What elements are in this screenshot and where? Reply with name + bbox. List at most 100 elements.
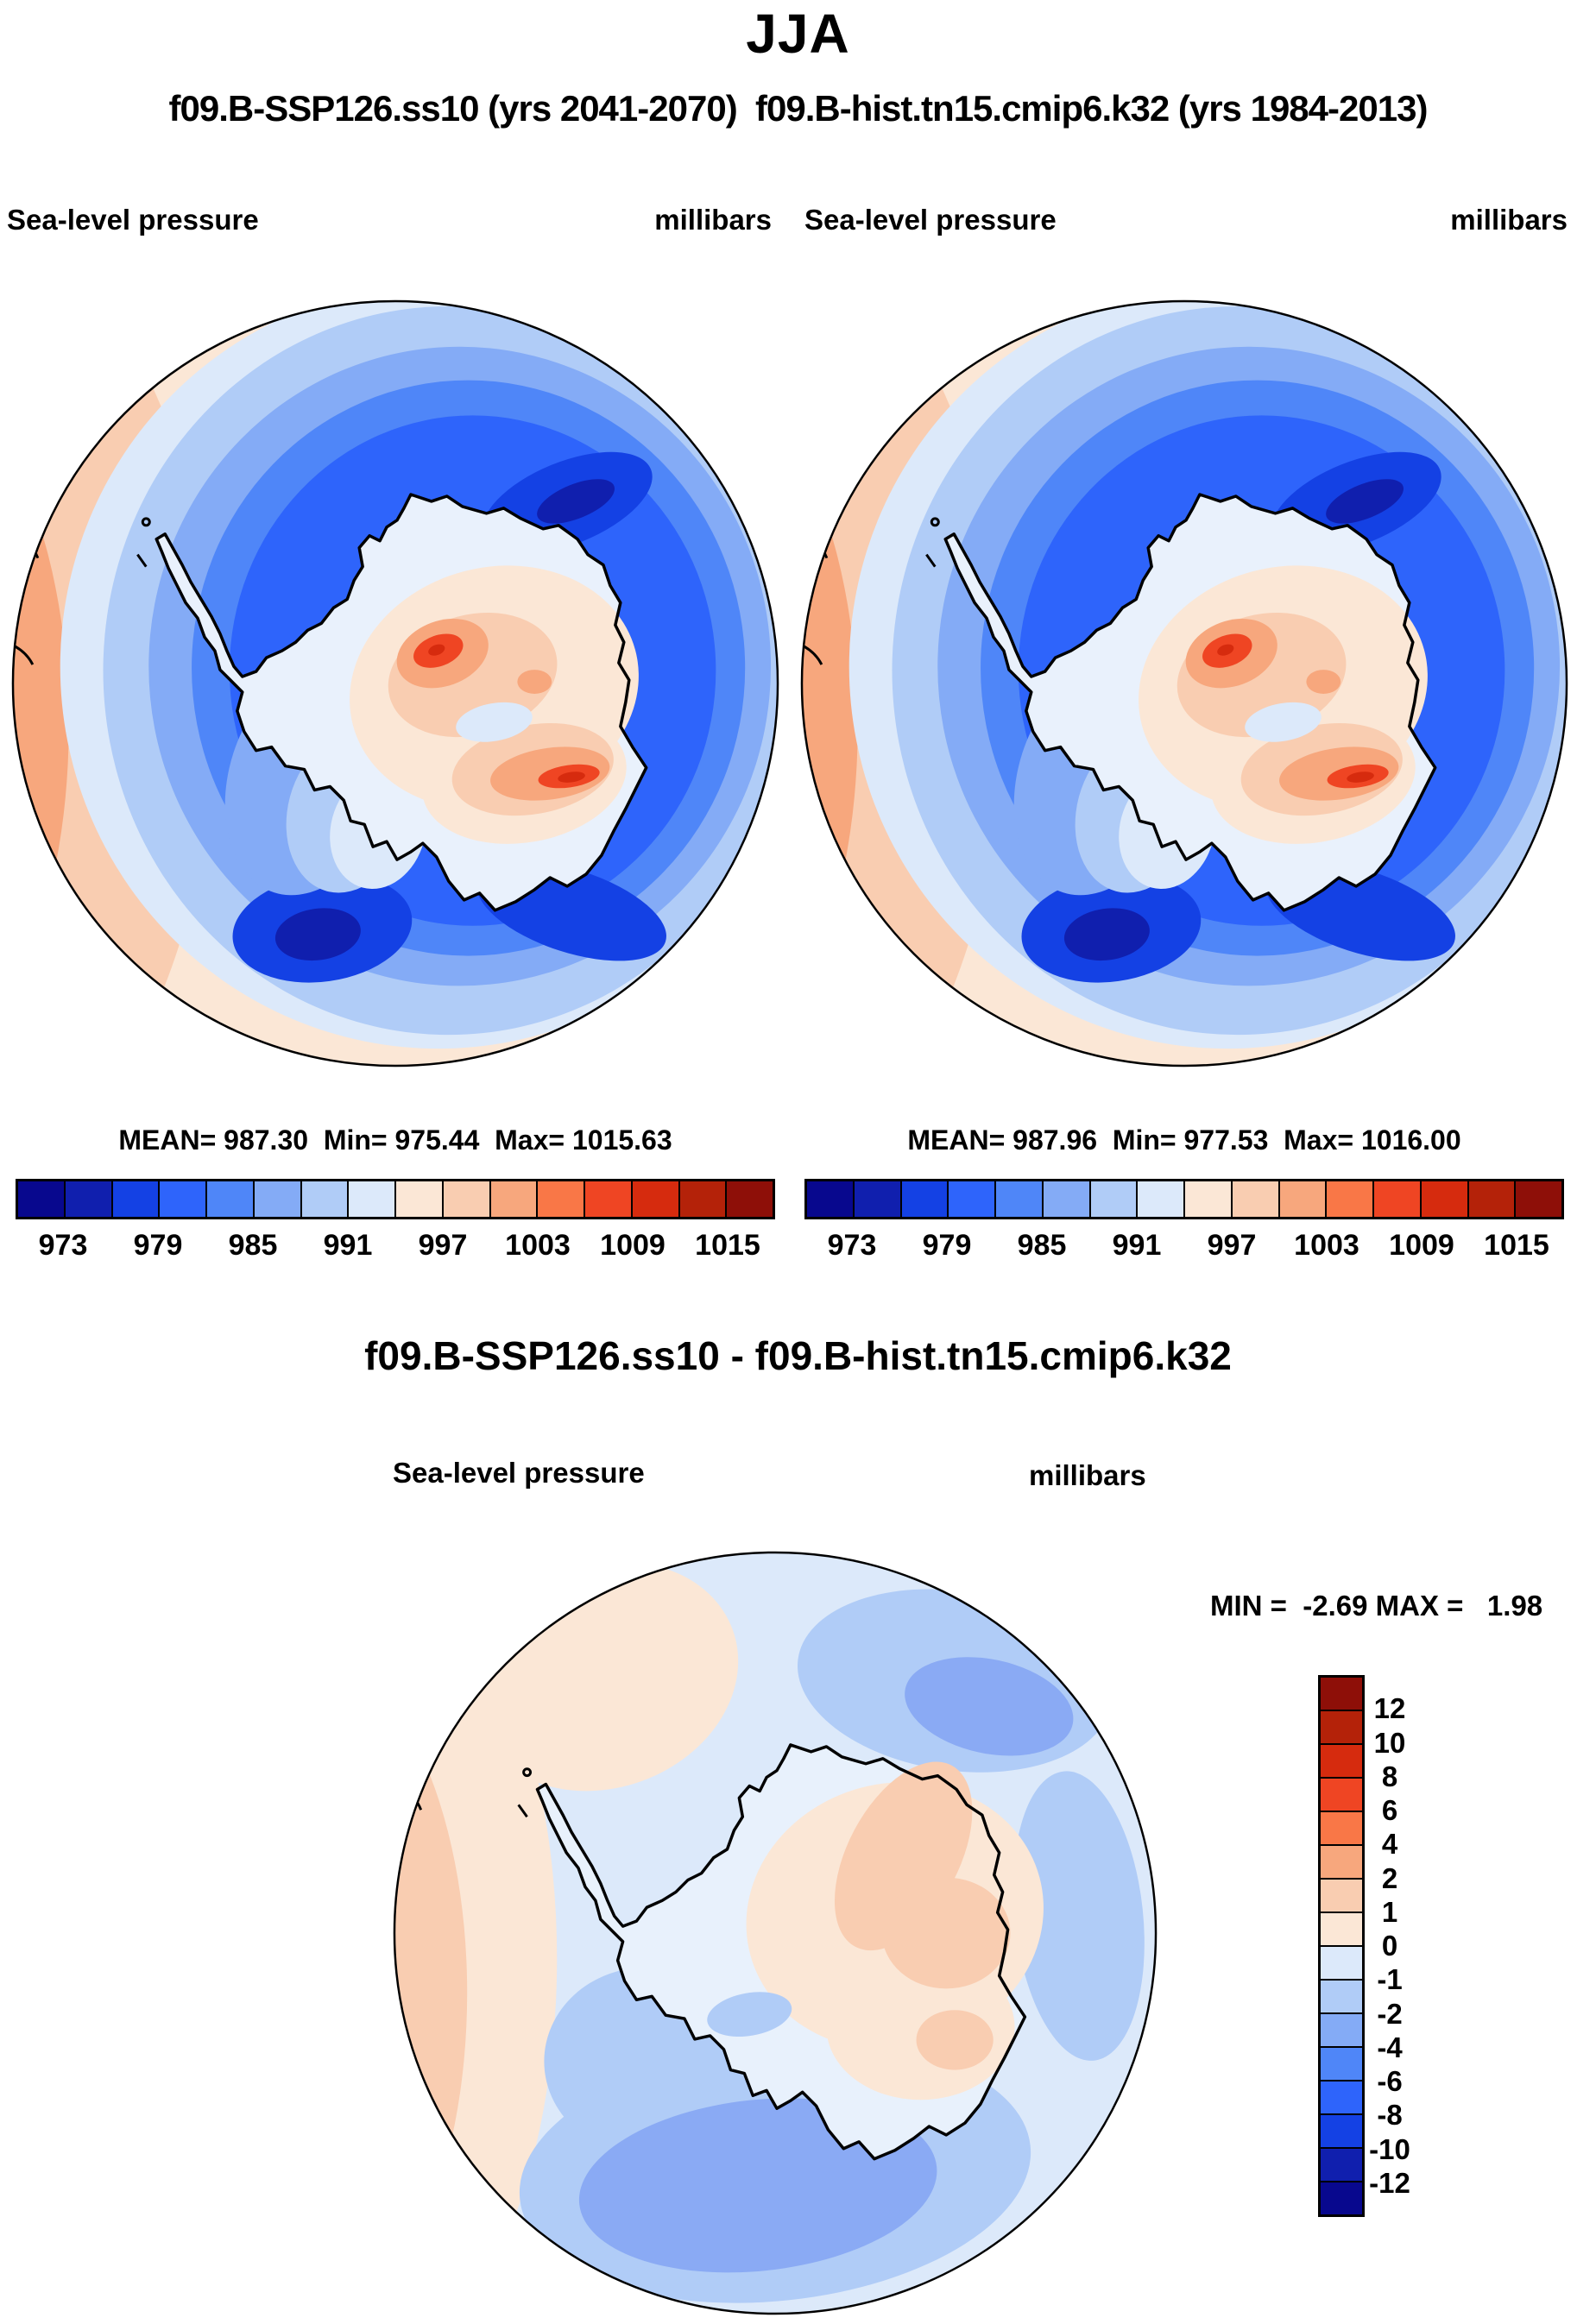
colorbar-cell [160,1181,207,1217]
panel-left-units-label: millibars [654,204,772,236]
colorbar-cell [1321,1745,1362,1779]
panel-left-colorbar [16,1179,775,1219]
colorbar-cell [1321,1947,1362,1981]
panel-right-colorbar [804,1179,1564,1219]
colorbar-cell [1090,1181,1139,1217]
continent-high-pressure-field [945,494,1435,910]
colorbar-cell [1321,1913,1362,1947]
panel-right-stats: MEAN= 987.96 Min= 977.53 Max= 1016.00 [907,1124,1461,1156]
panel-right-colorbar-ticks: 973 979 985 991 997 1003 1009 1015 [804,1229,1564,1267]
colorbar-cell [1321,1678,1362,1711]
difference-colorbar [1318,1675,1365,2217]
panel-right-field-label: Sea-level pressure [804,204,1057,236]
map-border [800,299,1568,1068]
colorbar-cell [1321,1846,1362,1880]
colorbar-tick-label: 2 [1381,1861,1398,1894]
colorbar-tick-label: 10 [1373,1726,1406,1759]
colorbar-tick-label: 12 [1373,1692,1406,1725]
colorbar-cell [1421,1181,1469,1217]
colorbar-tick-label: 997 [1207,1229,1257,1262]
colorbar-cell [1321,2082,1362,2115]
colorbar-cell [396,1181,444,1217]
difference-colorbar-ticks: 12 10 8 6 4 2 1 0 -1 -2 -4 -6 -8 -10 -12 [1353,1675,1426,2217]
colorbar-tick-label: 1015 [1484,1229,1549,1262]
colorbar-cell [254,1181,302,1217]
colorbar-cell [18,1181,66,1217]
colorbar-cell [1185,1181,1233,1217]
colorbar-cell [1321,1812,1362,1846]
colorbar-tick-label: -12 [1369,2166,1410,2199]
page-subtitle: f09.B-SSP126.ss10 (yrs 2041-2070) f09.B-… [168,88,1429,129]
slp-map-graphic [798,297,1571,1070]
colorbar-cell [727,1181,773,1217]
colorbar-cell [1374,1181,1422,1217]
colorbar-cell [1321,1711,1362,1745]
slp-difference-map [390,1548,1160,2318]
colorbar-tick-label: -8 [1377,2099,1403,2132]
colorbar-cell [632,1181,680,1217]
colorbar-tick-label: 979 [922,1229,972,1262]
colorbar-cell [112,1181,161,1217]
colorbar-cell [1327,1181,1374,1217]
colorbar-tick-label: 985 [1017,1229,1067,1262]
panel-left-header: Sea-level pressure millibars [7,204,772,236]
colorbar-cell [349,1181,396,1217]
colorbar-cell [1321,1981,1362,2014]
colorbar-cell [538,1181,585,1217]
difference-field-label: Sea-level pressure [393,1457,645,1489]
panel-left-colorbar-ticks: 973 979 985 991 997 1003 1009 1015 [16,1229,775,1267]
colorbar-tick-label: 991 [1112,1229,1162,1262]
colorbar-cell [1279,1181,1328,1217]
colorbar-cell [207,1181,255,1217]
colorbar-tick-label: 973 [38,1229,88,1262]
antarctica-coastline [535,1743,1027,2161]
colorbar-cell [1232,1181,1280,1217]
colorbar-cell [1321,2149,1362,2182]
continent-high-pressure-field [156,494,647,910]
antarctica-coastline [943,493,1437,912]
colorbar-tick-label: 991 [323,1229,373,1262]
colorbar-cell [65,1181,113,1217]
map-mask-ring [390,1548,1160,2318]
colorbar-cell [490,1181,539,1217]
colorbar-tick-label: -2 [1377,1997,1403,2030]
slp-map-left [9,297,782,1070]
map-border [11,299,779,1068]
colorbar-cell [1516,1181,1561,1217]
colorbar-cell [1138,1181,1185,1217]
slp-map-graphic [9,297,782,1070]
colorbar-tick-label: 1009 [1389,1229,1454,1262]
colorbar-tick-label: 1003 [1294,1229,1359,1262]
colorbar-tick-label: 979 [133,1229,183,1262]
panel-right-units-label: millibars [1450,204,1568,236]
continent-difference-field [537,1744,1044,2159]
panel-left-field-label: Sea-level pressure [7,204,259,236]
colorbar-tick-label: 0 [1381,1930,1398,1962]
colorbar-cell [807,1181,855,1217]
colorbar-cell [585,1181,633,1217]
colorbar-cell [1321,2014,1362,2048]
colorbar-cell [854,1181,902,1217]
panel-left-stats: MEAN= 987.30 Min= 975.44 Max= 1015.63 [118,1124,672,1156]
colorbar-cell [1321,2182,1362,2214]
map-mask-ring [798,297,1571,1070]
slp-map-right [798,297,1571,1070]
colorbar-tick-label: -4 [1377,2031,1403,2063]
colorbar-tick-label: 6 [1381,1794,1398,1826]
colorbar-cell [443,1181,491,1217]
colorbar-tick-label: 1015 [695,1229,760,1262]
colorbar-tick-label: 985 [228,1229,278,1262]
colorbar-tick-label: 973 [827,1229,877,1262]
colorbar-cell [949,1181,996,1217]
colorbar-tick-label: -1 [1377,1963,1403,1996]
colorbar-cell [1043,1181,1091,1217]
colorbar-cell [1321,2048,1362,2082]
colorbar-cell [1321,1880,1362,1913]
antarctica-coastline [155,493,648,912]
colorbar-tick-label: -10 [1369,2132,1410,2165]
colorbar-cell [1321,1779,1362,1812]
colorbar-cell [901,1181,949,1217]
colorbar-cell [679,1181,728,1217]
difference-map-graphic [390,1548,1160,2318]
